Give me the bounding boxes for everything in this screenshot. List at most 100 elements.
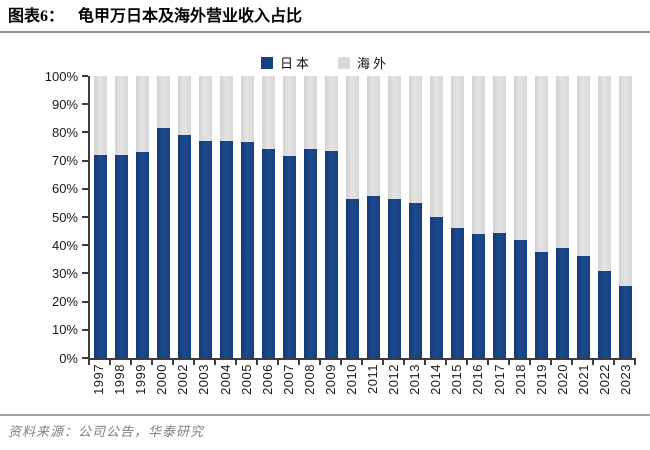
x-tick <box>613 360 615 365</box>
bar-overseas-segment <box>514 76 527 240</box>
overseas-swatch-icon <box>338 56 350 69</box>
bar-overseas-segment <box>220 76 233 141</box>
x-tick <box>634 360 636 365</box>
x-tick <box>256 360 258 365</box>
x-axis-label: 2018 <box>512 364 528 395</box>
y-tick <box>82 103 88 106</box>
y-tick-label: 60% <box>51 181 78 197</box>
bar-japan-segment <box>388 198 401 358</box>
x-tick <box>109 360 111 365</box>
x-tick <box>466 360 468 365</box>
y-tick <box>82 328 88 331</box>
bar-overseas-segment <box>388 76 401 199</box>
y-tick-label: 50% <box>51 209 78 225</box>
y-tick <box>82 75 88 77</box>
bar-japan-segment <box>241 142 254 358</box>
bar-2023 <box>619 76 632 358</box>
bar-overseas-segment <box>325 76 338 151</box>
x-tick <box>214 360 216 365</box>
bar-overseas-segment <box>178 76 191 136</box>
x-axis-label: 2008 <box>301 364 317 395</box>
x-axis-label: 2006 <box>259 364 275 395</box>
bar-1999 <box>136 76 149 358</box>
bar-japan-segment <box>619 286 632 358</box>
x-tick <box>445 360 447 365</box>
bar-japan-segment <box>94 154 107 358</box>
bar-japan-segment <box>220 140 233 358</box>
bar-japan-segment <box>367 195 380 358</box>
figure-title-row: 图表6： 龟甲万日本及海外营业收入占比 <box>8 6 642 28</box>
y-tick-label: 20% <box>51 294 78 310</box>
bar-japan-segment <box>157 128 170 358</box>
x-axis-label: 1999 <box>133 364 149 395</box>
bar-japan-segment <box>115 154 128 358</box>
x-tick <box>298 360 300 365</box>
y-tick <box>82 187 88 190</box>
x-axis-label: 2017 <box>491 364 507 395</box>
bar-2006 <box>262 76 275 358</box>
bar-overseas-segment <box>241 76 254 143</box>
bar-2022 <box>598 76 611 358</box>
x-tick <box>382 360 384 365</box>
bar-2020 <box>556 76 569 358</box>
bar-overseas-segment <box>304 76 317 150</box>
plot-area <box>88 76 636 360</box>
y-tick-label: 100% <box>44 68 78 84</box>
x-tick <box>361 360 363 365</box>
x-axis-label: 2007 <box>280 364 296 395</box>
x-tick <box>277 360 279 365</box>
x-tick <box>529 360 531 365</box>
bar-overseas-segment <box>136 76 149 153</box>
legend-item-overseas: 海外 <box>338 53 389 72</box>
y-tick-label: 30% <box>51 265 78 281</box>
bar-2017 <box>493 76 506 358</box>
bar-overseas-segment <box>346 76 359 199</box>
x-axis-label: 2013 <box>407 364 423 395</box>
bar-overseas-segment <box>115 76 128 155</box>
x-axis-label: 2011 <box>365 364 381 394</box>
x-tick <box>319 360 321 365</box>
bar-2021 <box>577 76 590 358</box>
japan-swatch-icon <box>260 56 273 69</box>
x-tick <box>424 360 426 365</box>
legend-label-overseas: 海外 <box>357 56 390 71</box>
legend-item-japan: 日本 <box>260 53 312 72</box>
y-tick <box>82 272 88 275</box>
bar-japan-segment <box>535 252 548 358</box>
bar-2004 <box>220 76 233 358</box>
x-axis-label: 2004 <box>217 364 233 395</box>
x-axis-label: 2023 <box>617 364 633 395</box>
bar-japan-segment <box>577 256 590 358</box>
bar-japan-segment <box>178 135 191 358</box>
bar-overseas-segment <box>493 76 506 233</box>
bar-japan-segment <box>409 202 422 358</box>
bar-japan-segment <box>262 149 275 358</box>
bar-2008 <box>304 76 317 358</box>
x-axis-label: 2014 <box>428 364 444 395</box>
x-axis-labels: 1997 1998 1999 2000 2002 2003 2004 2005 2006 2007… <box>88 364 636 410</box>
figure-title: 龟甲万日本及海外营业收入占比 <box>78 8 303 25</box>
bar-overseas-segment <box>430 76 443 217</box>
bar-2012 <box>388 76 401 358</box>
bar-2018 <box>514 76 527 358</box>
bar-1997 <box>94 76 107 358</box>
bar-overseas-segment <box>577 76 590 257</box>
bar-2002 <box>178 76 191 358</box>
bar-overseas-segment <box>94 76 107 155</box>
y-tick-label: 70% <box>51 153 78 169</box>
x-axis-label: 2000 <box>154 364 170 395</box>
x-axis-label: 2022 <box>596 364 612 395</box>
bar-japan-segment <box>493 232 506 358</box>
x-tick <box>172 360 174 365</box>
x-tick <box>151 360 153 365</box>
x-axis-label: 2015 <box>449 364 465 395</box>
x-axis-label: 2019 <box>533 364 549 395</box>
bar-overseas-segment <box>157 76 170 129</box>
x-axis-label: 1998 <box>112 364 128 395</box>
x-tick <box>550 360 552 365</box>
x-tick <box>487 360 489 365</box>
bar-2011 <box>367 76 380 358</box>
bar-japan-segment <box>325 150 338 358</box>
bar-overseas-segment <box>367 76 380 196</box>
source-divider <box>0 414 650 416</box>
